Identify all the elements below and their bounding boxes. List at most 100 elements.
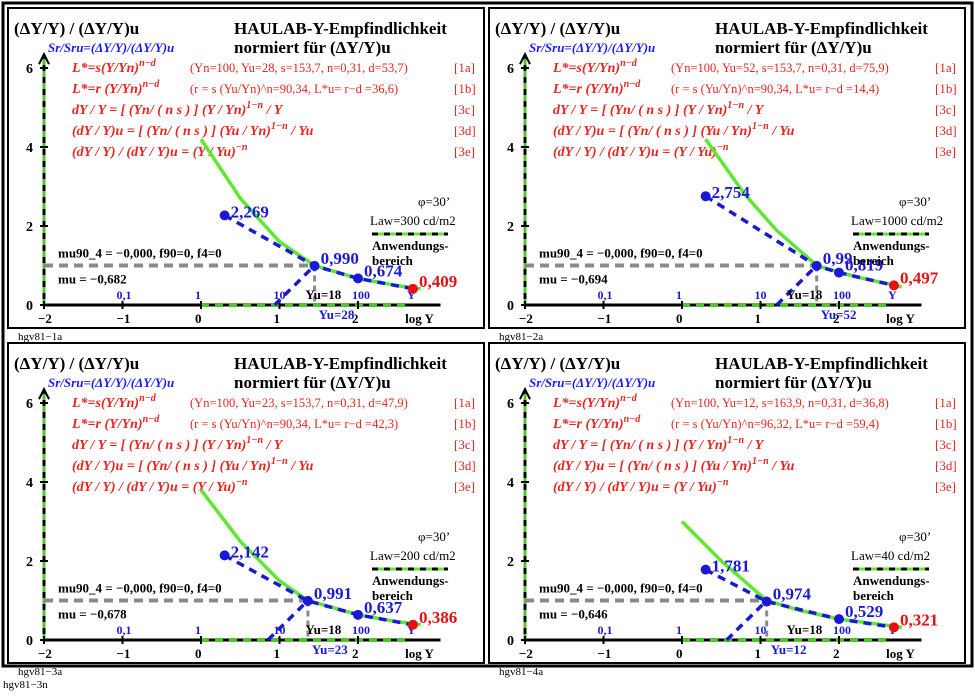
data-label: 0,497 — [900, 268, 939, 287]
formula-1b: L*=r (Y/Yn)n−d​ — [552, 79, 641, 97]
phi-text: φ=30’ — [418, 194, 450, 209]
title-left-2: Sr/Sru=(ΔY/Y)/(ΔY/Y)u — [529, 40, 655, 55]
phi-text: φ=30’ — [899, 529, 931, 544]
blue-dashed-rise — [775, 264, 818, 307]
title-right-2: normiert für (ΔY/Y)u — [234, 373, 391, 392]
data-point — [811, 260, 822, 271]
panel-frame — [7, 342, 485, 664]
x-tick-label: −1 — [598, 646, 612, 661]
yu-below-label: Yu=23 — [312, 642, 348, 657]
data-label: 0,637 — [364, 598, 403, 617]
y-tick-label: 4 — [507, 476, 514, 491]
data-point — [700, 564, 711, 575]
data-point — [407, 283, 418, 294]
formula-tag: [3c] — [935, 437, 956, 452]
mu90-text: mu90_4 = −0,000, f90=0, f4=0 — [539, 581, 703, 596]
yu-label: Yu=18 — [305, 622, 341, 637]
panel-hgv81-2a: (ΔY/Y) / (ΔY/Y)u Sr/Sru=(ΔY/Y)/(ΔY/Y)u HAU… — [488, 7, 966, 343]
x-tick-label: 0 — [195, 646, 202, 661]
panel-frame — [488, 342, 966, 664]
y-tick-label: 0 — [507, 634, 514, 649]
formula-1b: L*=r (Y/Yn)n−d​ — [552, 414, 641, 432]
data-point — [888, 280, 899, 291]
mu-text: mu = −0,646 — [539, 606, 608, 621]
linear-y-tick-label: 100 — [833, 288, 851, 302]
title-left-1: (ΔY/Y) / (ΔY/Y)u — [495, 19, 620, 38]
formula-params: (Yn=100, Yu=23, s=153,7, n=0,31, d=47,9) — [190, 396, 408, 410]
y-axis-arrow — [38, 386, 50, 400]
phi-text: φ=30’ — [418, 529, 450, 544]
yu-label: Yu=18 — [786, 622, 822, 637]
linear-y-tick-label: Y — [888, 288, 897, 302]
title-right-1: HAULAB-Y-Empfindlichkeit — [234, 19, 447, 38]
formula-params: (Yn=100, Yu=12, s=163,9, n=0,31, d=36,8) — [671, 396, 889, 410]
blue-dashed-curve — [223, 553, 414, 627]
data-label: 0,386 — [419, 608, 457, 627]
page-footer: hgv81−3n — [3, 679, 48, 691]
data-point — [700, 191, 711, 202]
panel-footer: hgv81−4a — [499, 666, 543, 678]
x-tick-label: 1 — [755, 311, 762, 326]
x-tick-label: 0 — [676, 646, 683, 661]
y-tick-label: 4 — [26, 476, 33, 491]
data-label: 0,674 — [364, 261, 403, 280]
data-point — [302, 595, 313, 606]
y-tick-label: 2 — [507, 220, 514, 235]
data-point — [761, 596, 772, 607]
yu-below-label: Yu=52 — [821, 307, 857, 322]
panel-footer: hgv81−1a — [18, 331, 62, 343]
application-label-1: Anwendungs- — [372, 238, 449, 253]
linear-y-tick-label: 0,1 — [598, 288, 613, 302]
title-right-1: HAULAB-Y-Empfindlichkeit — [715, 19, 928, 38]
formula-tag: [3c] — [935, 102, 956, 117]
y-tick-label: 6 — [26, 62, 33, 77]
x-tick-label: 2 — [833, 646, 840, 661]
data-label: 1,781 — [712, 557, 750, 576]
title-right-1: HAULAB-Y-Empfindlichkeit — [715, 354, 928, 373]
data-point — [353, 273, 363, 284]
title-left-1: (ΔY/Y) / (ΔY/Y)u — [14, 19, 139, 38]
data-point — [834, 267, 844, 278]
title-left-2: Sr/Sru=(ΔY/Y)/(ΔY/Y)u — [48, 40, 174, 55]
formula-3e: (dY / Y) / (dY / Y)u = (Y / Yu)−n​ — [553, 477, 729, 495]
x-tick-label: 1 — [274, 311, 281, 326]
x-tick-label: −2 — [519, 646, 533, 661]
linear-y-tick-label: 100 — [352, 288, 370, 302]
formula-tag: [3c] — [454, 102, 475, 117]
formula-1a: L*=s(Y/Yn)n−d​ — [552, 393, 638, 411]
y-tick-label: 4 — [26, 141, 33, 156]
linear-y-tick-label: 0,1 — [117, 623, 132, 637]
formula-tag: [3e] — [454, 144, 475, 159]
x-tick-label: 1 — [755, 646, 762, 661]
formula-params: (r = s (Yu/Yn)^n=96,32, L*u= r−d =59,4) — [671, 417, 879, 431]
formula-params: (r = s (Yu/Yn)^n=90,34, L*u= r−d =36,6) — [190, 82, 398, 96]
data-point — [834, 614, 844, 625]
formula-tag: [1b] — [454, 81, 476, 96]
application-label-2: bereich — [372, 253, 414, 268]
application-label-1: Anwendungs- — [853, 238, 930, 253]
data-point — [888, 622, 899, 633]
law-text: Law=200 cd/m2 — [370, 548, 456, 563]
x-axis-label: log Y — [886, 311, 915, 326]
x-tick-label: 0 — [676, 311, 683, 326]
mu90-text: mu90_4 = −0,000, f90=0, f4=0 — [58, 246, 222, 261]
formula-tag: [3c] — [454, 437, 475, 452]
formula-tag: [1a] — [454, 395, 475, 410]
linear-y-tick-label: 100 — [833, 623, 851, 637]
application-label-2: bereich — [372, 588, 414, 603]
data-label: 0,529 — [845, 602, 883, 621]
formula-1a: L*=s(Y/Yn)n−d​ — [71, 393, 157, 411]
x-tick-label: −2 — [38, 646, 52, 661]
title-right-2: normiert für (ΔY/Y)u — [234, 38, 391, 57]
application-label-2: bereich — [853, 588, 895, 603]
x-tick-label: 2 — [833, 311, 840, 326]
mu-text: mu = −0,694 — [539, 271, 608, 286]
data-point — [219, 550, 230, 561]
y-tick-label: 2 — [507, 555, 514, 570]
y-tick-label: 4 — [507, 141, 514, 156]
x-tick-label: −1 — [598, 311, 612, 326]
blue-dashed-rise — [725, 599, 768, 642]
phi-text: φ=30’ — [899, 194, 931, 209]
y-tick-label: 6 — [507, 62, 514, 77]
linear-y-tick-label: 10 — [755, 288, 767, 302]
